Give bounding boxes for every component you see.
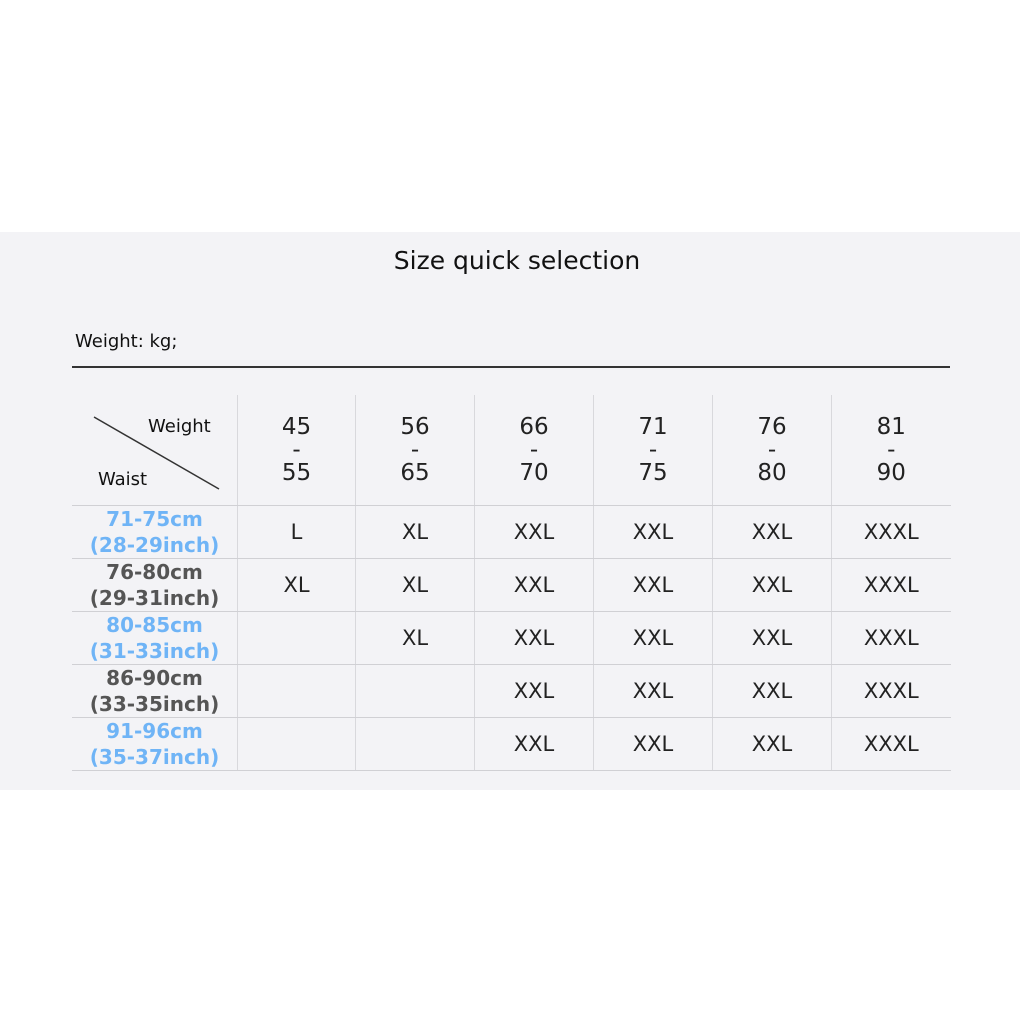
size-cell: XXL <box>712 664 832 718</box>
size-cell: XXXL <box>831 664 951 718</box>
weight-header: 66-70 <box>474 395 594 506</box>
size-cell <box>237 664 356 718</box>
size-cell <box>355 717 475 771</box>
size-cell: XXL <box>474 611 594 665</box>
size-cell: XXXL <box>831 505 951 559</box>
size-cell: XXL <box>593 611 713 665</box>
size-cell: XL <box>355 611 475 665</box>
weight-header: 76-80 <box>712 395 832 506</box>
table-row: 76-80cm (29-31inch) XL XL XXL XXL XXL XXXL <box>72 558 951 612</box>
size-cell: XXL <box>712 558 832 612</box>
table-row: 91-96cm (35-37inch) XXL XXL XXL XXXL <box>72 717 951 771</box>
size-cell: XXL <box>712 611 832 665</box>
waist-cell: 86-90cm (33-35inch) <box>72 664 238 718</box>
size-cell: XXL <box>712 717 832 771</box>
page-title: Size quick selection <box>393 246 641 275</box>
size-cell: XXL <box>593 505 713 559</box>
weight-header: 45-55 <box>237 395 356 506</box>
weight-header: 56-65 <box>355 395 475 506</box>
size-cell: XXL <box>474 505 594 559</box>
size-cell: XXXL <box>831 717 951 771</box>
size-cell: XXL <box>474 717 594 771</box>
diagonal-line <box>93 416 220 490</box>
table-row: 80-85cm (31-33inch) XL XXL XXL XXL XXXL <box>72 611 951 665</box>
waist-cell: 71-75cm (28-29inch) <box>72 505 238 559</box>
size-cell: XL <box>355 505 475 559</box>
corner-cell: Weight Waist <box>72 395 238 506</box>
waist-cell: 76-80cm (29-31inch) <box>72 558 238 612</box>
size-cell: L <box>237 505 356 559</box>
table-row: 71-75cm (28-29inch) L XL XXL XXL XXL XXXL <box>72 505 951 559</box>
size-cell <box>355 664 475 718</box>
waist-cell: 91-96cm (35-37inch) <box>72 717 238 771</box>
size-cell: XL <box>237 558 356 612</box>
size-cell: XXL <box>593 664 713 718</box>
waist-label: Waist <box>98 469 148 490</box>
weight-header: 81-90 <box>831 395 951 506</box>
divider <box>72 366 950 368</box>
size-cell <box>237 611 356 665</box>
weight-label: Weight <box>148 416 211 437</box>
size-cell: XXL <box>474 664 594 718</box>
size-cell: XXL <box>712 505 832 559</box>
size-cell: XL <box>355 558 475 612</box>
size-table: Weight Waist 45-55 56-65 66-70 71-75 76-80 81-9… <box>72 395 951 771</box>
header-row: Weight Waist 45-55 56-65 66-70 71-75 76-80 81-9… <box>72 395 951 506</box>
size-cell: XXL <box>593 717 713 771</box>
unit-note: Weight: kg; <box>75 331 178 352</box>
size-cell: XXL <box>593 558 713 612</box>
size-cell <box>237 717 356 771</box>
table-row: 86-90cm (33-35inch) XXL XXL XXL XXXL <box>72 664 951 718</box>
size-cell: XXXL <box>831 611 951 665</box>
weight-header: 71-75 <box>593 395 713 506</box>
waist-cell: 80-85cm (31-33inch) <box>72 611 238 665</box>
size-cell: XXL <box>474 558 594 612</box>
size-cell: XXXL <box>831 558 951 612</box>
